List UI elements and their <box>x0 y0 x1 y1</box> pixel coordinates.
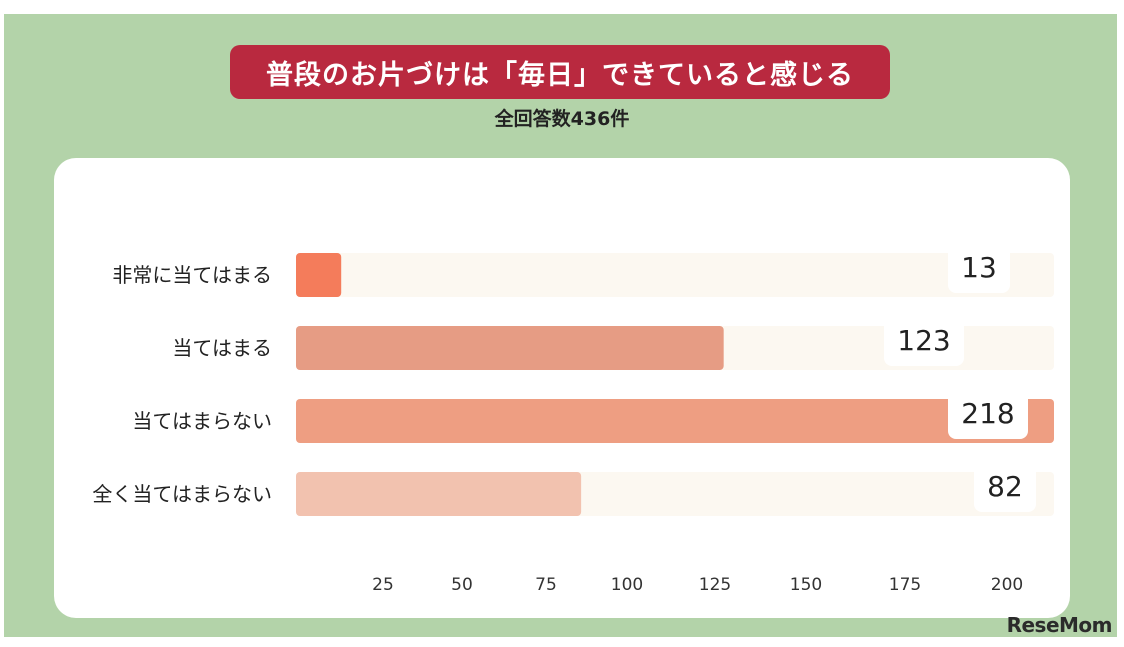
bar <box>296 399 1054 443</box>
x-tick-label: 75 <box>535 575 557 595</box>
x-tick-label: 25 <box>372 575 394 595</box>
x-tick-label: 175 <box>889 575 921 595</box>
value-label-background <box>884 316 964 366</box>
category-label: 当てはまらない <box>132 409 272 433</box>
resemom-logo: ReseMom <box>1006 613 1113 637</box>
chart-panel <box>54 158 1070 618</box>
chart-title: 普段のお片づけは「毎日」できていると感じる <box>230 45 890 99</box>
category-label: 全く当てはまらない <box>92 482 272 506</box>
value-label-background <box>948 243 1010 293</box>
x-tick-label: 125 <box>699 575 731 595</box>
category-label: 非常に当てはまる <box>112 263 272 287</box>
bar-track <box>296 253 1054 297</box>
x-tick-label: 50 <box>451 575 473 595</box>
value-label-background <box>948 389 1028 439</box>
x-tick-label: 200 <box>991 575 1023 595</box>
bar <box>296 253 342 297</box>
category-label: 当てはまる <box>172 336 272 360</box>
value-label: 82 <box>987 470 1023 503</box>
value-label: 123 <box>897 324 950 357</box>
bar <box>296 326 724 370</box>
x-tick-label: 100 <box>611 575 643 595</box>
value-label: 13 <box>961 251 997 284</box>
value-label-background <box>974 462 1036 512</box>
chart-subtitle: 全回答数436件 <box>494 108 630 130</box>
bar <box>296 472 582 516</box>
value-label: 218 <box>961 397 1014 430</box>
x-tick-label: 150 <box>790 575 822 595</box>
